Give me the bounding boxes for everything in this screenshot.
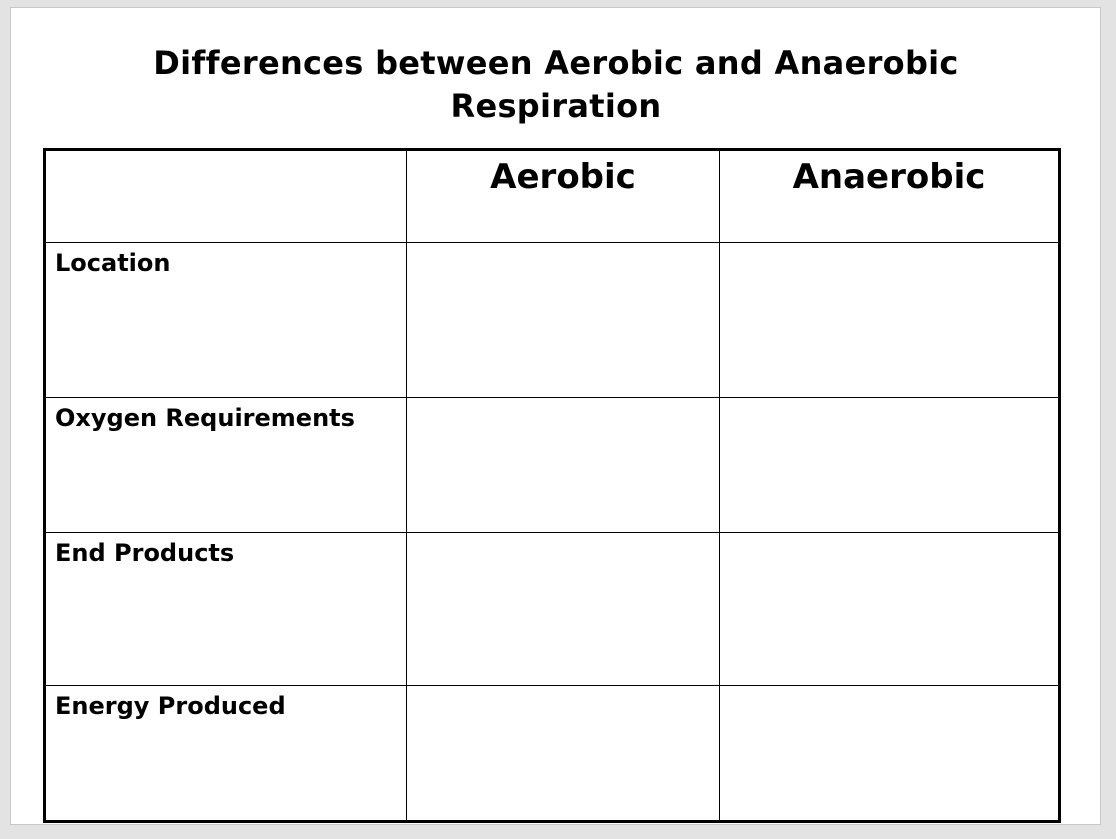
table-row-end-products: End Products: [44, 532, 1060, 686]
cell-location-aerobic[interactable]: [406, 242, 720, 398]
page-title: Differences between Aerobic and Anaerobi…: [153, 44, 959, 125]
table-row-oxygen: Oxygen Requirements: [44, 397, 1060, 533]
cell-energy-anaerobic[interactable]: [719, 685, 1060, 822]
table-row-location: Location: [44, 242, 1060, 398]
comparison-table: Aerobic Anaerobic Location Oxygen Requir…: [43, 148, 1061, 823]
slide-page: Differences between Aerobic and Anaerobi…: [10, 7, 1101, 825]
cell-energy-aerobic[interactable]: [406, 685, 720, 822]
cell-end-products-anaerobic[interactable]: [719, 532, 1060, 686]
row-label-oxygen-requirements: Oxygen Requirements: [44, 397, 407, 533]
cell-oxygen-anaerobic[interactable]: [719, 397, 1060, 533]
column-header-aerobic: Aerobic: [406, 149, 720, 243]
row-label-energy-produced: Energy Produced: [44, 685, 407, 822]
table-row-energy: Energy Produced: [44, 685, 1060, 822]
cell-end-products-aerobic[interactable]: [406, 532, 720, 686]
row-label-location: Location: [44, 242, 407, 398]
table-header-row: Aerobic Anaerobic: [44, 149, 1060, 243]
header-corner-cell: [44, 149, 407, 243]
column-header-anaerobic: Anaerobic: [719, 149, 1060, 243]
cell-location-anaerobic[interactable]: [719, 242, 1060, 398]
row-label-end-products: End Products: [44, 532, 407, 686]
cell-oxygen-aerobic[interactable]: [406, 397, 720, 533]
